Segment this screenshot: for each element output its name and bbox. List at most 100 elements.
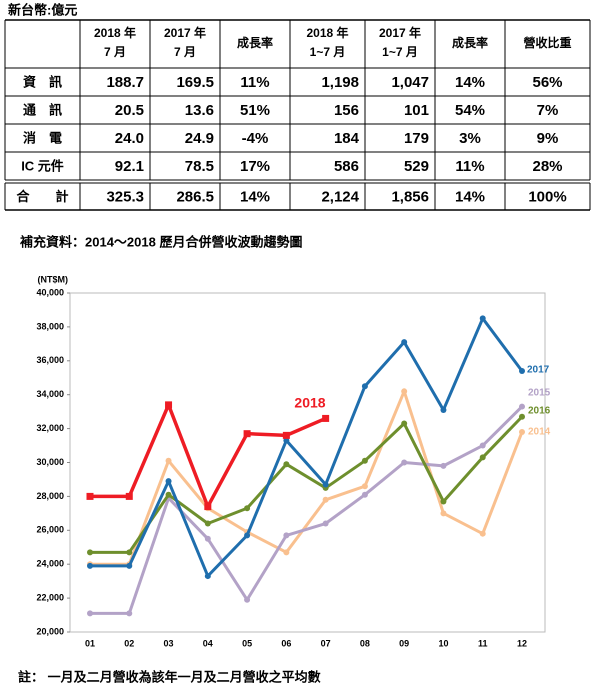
point (322, 496, 329, 503)
x-tick-label: 01 (85, 638, 95, 648)
table-cell: 325.3 (106, 188, 144, 205)
point (479, 454, 486, 461)
point (87, 610, 93, 617)
table-cell: 14% (455, 74, 485, 91)
point (519, 413, 525, 420)
x-tick-label: 06 (281, 638, 291, 648)
table-cell: 100% (528, 188, 566, 205)
point (361, 483, 368, 490)
table-cell: 92.1 (115, 158, 144, 175)
table-cell: 51% (240, 102, 270, 119)
header-cell: 營收比重 (523, 35, 571, 50)
point (401, 339, 408, 346)
table-cell: 2,124 (321, 188, 359, 205)
y-tick-label: 38,000 (36, 321, 64, 331)
table-cell: 56% (532, 74, 562, 91)
x-tick-label: 03 (164, 638, 174, 648)
point (401, 459, 408, 466)
table-cell: -4% (242, 130, 269, 147)
header-cell: 2018 年 7 月 (94, 25, 136, 59)
series-line (90, 389, 524, 566)
point (401, 420, 408, 427)
point (204, 573, 211, 580)
point (204, 520, 211, 527)
point (440, 462, 447, 469)
row-label: 消 電 (23, 130, 62, 145)
table-cell: 184 (334, 130, 360, 147)
table-cell: 286.5 (176, 188, 214, 205)
point (283, 549, 290, 556)
table-cell: 169.5 (176, 74, 214, 91)
table-cell: 14% (455, 188, 485, 205)
point (244, 505, 251, 512)
point (322, 414, 330, 422)
row-label: 合 計 (16, 189, 68, 204)
table-cell: 24.9 (185, 130, 214, 147)
point (519, 403, 525, 410)
point (204, 535, 211, 542)
point (479, 315, 486, 322)
point (322, 520, 329, 527)
table-cell: 586 (334, 158, 359, 175)
y-axis-unit: (NT$M) (38, 274, 69, 284)
point (322, 481, 329, 488)
point (126, 562, 133, 569)
point (479, 442, 486, 449)
table-cell: 13.6 (185, 102, 214, 119)
table-cell: 11% (455, 158, 484, 175)
point (165, 401, 173, 409)
point (243, 430, 251, 438)
header-cell: 2017 年 7 月 (164, 25, 206, 59)
series-label: 2015 (528, 388, 551, 399)
point (361, 383, 368, 390)
x-tick-label: 11 (478, 638, 488, 648)
point (361, 457, 368, 464)
point (283, 437, 290, 444)
series-label: 2016 (528, 406, 551, 417)
point (440, 510, 447, 517)
header-line: 成長率 (237, 35, 273, 50)
point (165, 478, 172, 485)
point (126, 610, 133, 617)
y-tick-label: 34,000 (36, 389, 64, 399)
header-line: 7 月 (104, 45, 126, 59)
table-cell: 1,856 (391, 188, 429, 205)
table-cell: 20.5 (115, 102, 144, 119)
x-tick-label: 10 (438, 638, 448, 648)
header-cell: 成長率 (452, 35, 488, 50)
table-cell: 179 (404, 130, 429, 147)
header-line: 2017 年 (164, 25, 206, 40)
series-label: 2014 (528, 427, 551, 438)
series-line (90, 405, 524, 615)
point (86, 492, 94, 500)
header-cell: 成長率 (237, 35, 273, 50)
table-cell: 24.0 (115, 130, 144, 147)
table-cell: 11% (240, 74, 269, 91)
point (479, 530, 486, 537)
header-line: 成長率 (452, 35, 488, 50)
header-line: 2017 年 (379, 25, 421, 40)
point (283, 461, 290, 468)
header-line: 2018 年 (94, 25, 136, 40)
x-tick-label: 02 (124, 638, 134, 648)
y-tick-label: 40,000 (36, 287, 64, 297)
y-tick-label: 26,000 (36, 525, 64, 535)
x-tick-label: 12 (517, 638, 527, 648)
row-label: 資 訊 (23, 74, 62, 89)
x-tick-label: 04 (203, 638, 213, 648)
table-cell: 28% (532, 158, 562, 175)
point (361, 491, 368, 498)
point (440, 498, 447, 505)
header-line: 營收比重 (523, 35, 571, 50)
table-cell: 3% (459, 130, 481, 147)
point (165, 491, 172, 498)
table-cell: 1,198 (321, 74, 359, 91)
y-tick-label: 36,000 (36, 355, 64, 365)
series-line (90, 415, 524, 554)
header-line: 1~7 月 (310, 45, 346, 59)
point (519, 428, 525, 435)
chart-title: 補充資料：2014～2018 歷月合併營收波動趨勢圖 (19, 234, 302, 249)
table-cell: 7% (537, 102, 559, 119)
y-tick-label: 24,000 (36, 559, 64, 569)
